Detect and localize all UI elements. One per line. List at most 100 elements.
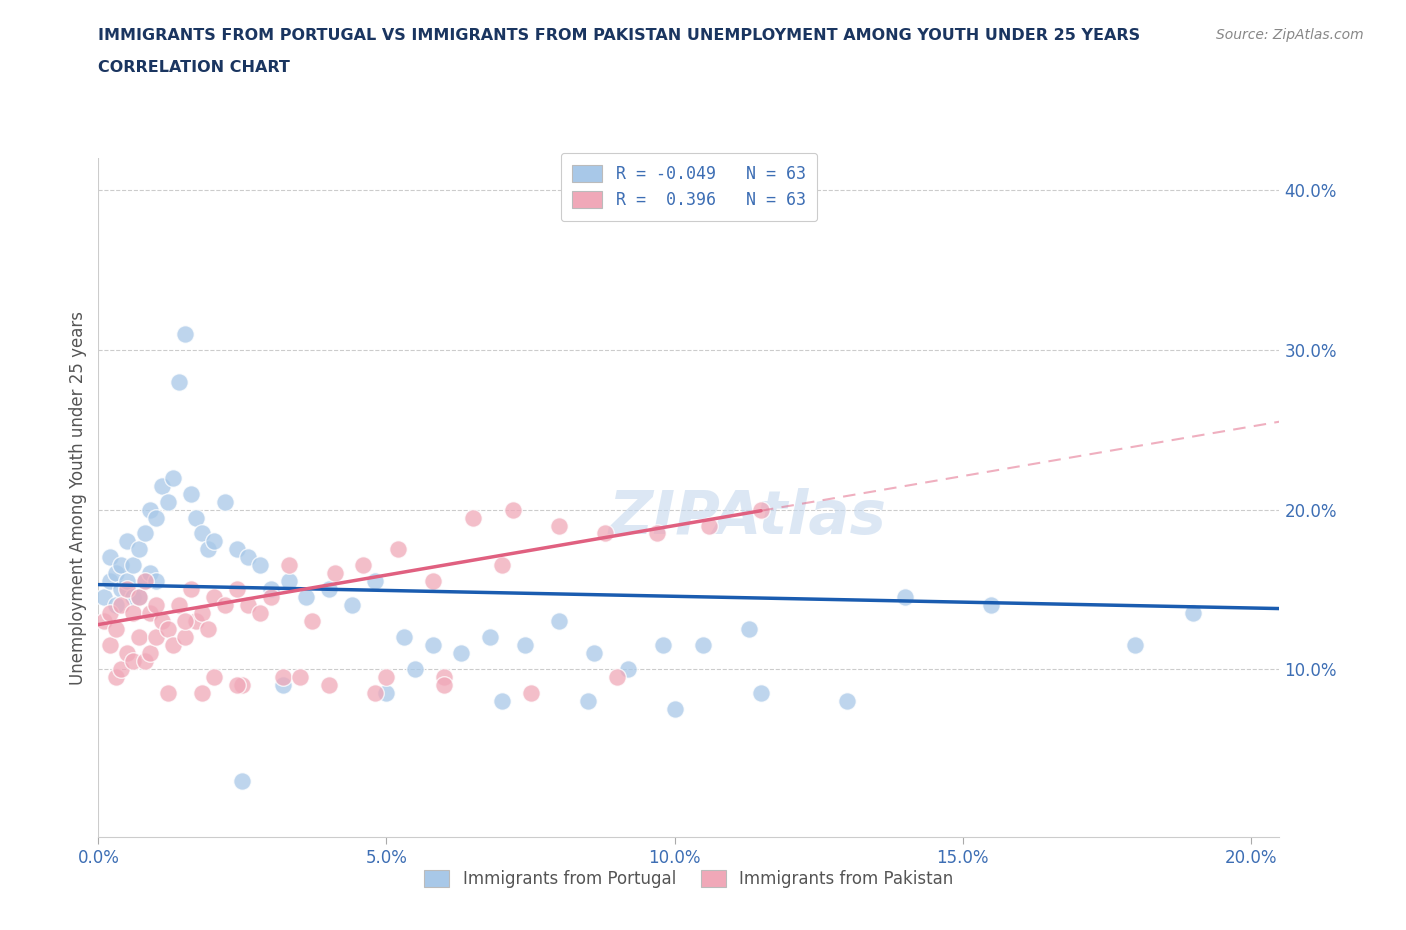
Point (139, 502, 162, 517)
Point (231, 678, 253, 693)
Point (749, 502, 772, 517)
Point (134, 526, 156, 541)
Point (548, 518, 571, 533)
Point (249, 558, 271, 573)
Point (214, 494, 236, 509)
Point (645, 526, 668, 541)
Point (191, 526, 214, 541)
Point (260, 590, 283, 604)
Point (186, 510, 208, 525)
Point (617, 662, 640, 677)
Point (167, 374, 190, 389)
Point (180, 582, 202, 597)
Point (595, 526, 617, 541)
Point (122, 590, 145, 604)
Point (364, 685, 387, 700)
Point (115, 582, 138, 597)
Point (156, 494, 179, 509)
Point (548, 614, 571, 629)
Point (128, 542, 150, 557)
Point (110, 558, 132, 573)
Point (191, 606, 214, 621)
Point (277, 574, 299, 589)
Point (249, 606, 271, 621)
Point (433, 670, 456, 684)
Point (139, 645, 162, 660)
Text: CORRELATION CHART: CORRELATION CHART (98, 60, 290, 75)
Point (104, 622, 127, 637)
Point (104, 566, 127, 581)
Point (104, 598, 127, 613)
Point (271, 678, 294, 693)
Point (98, 550, 121, 565)
Point (173, 326, 195, 341)
Point (1125, 638, 1147, 653)
Point (115, 574, 138, 589)
Point (173, 630, 195, 644)
Point (167, 598, 190, 613)
Point (692, 638, 714, 653)
Point (364, 574, 387, 589)
Point (110, 582, 132, 597)
Point (225, 678, 247, 693)
Point (197, 622, 219, 637)
Point (115, 645, 138, 660)
Point (606, 670, 628, 684)
Point (323, 566, 346, 581)
Point (491, 694, 513, 709)
Point (894, 590, 917, 604)
Point (318, 582, 340, 597)
Point (98, 606, 121, 621)
Point (576, 694, 599, 709)
Point (301, 614, 323, 629)
Point (202, 534, 225, 549)
Point (214, 598, 236, 613)
Point (110, 598, 132, 613)
Point (295, 590, 318, 604)
Point (162, 471, 184, 485)
Point (238, 598, 260, 613)
Point (422, 574, 444, 589)
Point (186, 614, 208, 629)
Point (122, 654, 145, 669)
Point (271, 670, 294, 684)
Point (197, 542, 219, 557)
Point (375, 685, 398, 700)
Point (491, 558, 513, 573)
Point (128, 590, 150, 604)
Point (122, 606, 145, 621)
Point (134, 574, 156, 589)
Point (277, 558, 299, 573)
Point (225, 582, 247, 597)
Point (387, 542, 409, 557)
Point (461, 510, 484, 525)
Point (738, 622, 761, 637)
Text: IMMIGRANTS FROM PORTUGAL VS IMMIGRANTS FROM PAKISTAN UNEMPLOYMENT AMONG YOUTH UN: IMMIGRANTS FROM PORTUGAL VS IMMIGRANTS F… (98, 28, 1140, 43)
Point (697, 518, 720, 533)
Point (513, 638, 536, 653)
Point (837, 694, 859, 709)
Point (145, 510, 167, 525)
Point (352, 558, 374, 573)
Point (110, 662, 132, 677)
Point (139, 606, 162, 621)
Point (180, 486, 202, 501)
Text: Source: ZipAtlas.com: Source: ZipAtlas.com (1216, 28, 1364, 42)
Point (225, 542, 247, 557)
Point (404, 662, 426, 677)
Point (128, 630, 150, 644)
Text: ZIPAtlas: ZIPAtlas (609, 488, 887, 548)
Point (375, 670, 398, 684)
Point (260, 582, 283, 597)
Point (93, 614, 115, 629)
Point (145, 630, 167, 644)
Point (980, 598, 1002, 613)
Point (191, 685, 214, 700)
Point (173, 614, 195, 629)
Point (104, 670, 127, 684)
Point (98, 574, 121, 589)
Point (422, 638, 444, 653)
Point (134, 574, 156, 589)
Point (202, 590, 225, 604)
Point (749, 685, 772, 700)
